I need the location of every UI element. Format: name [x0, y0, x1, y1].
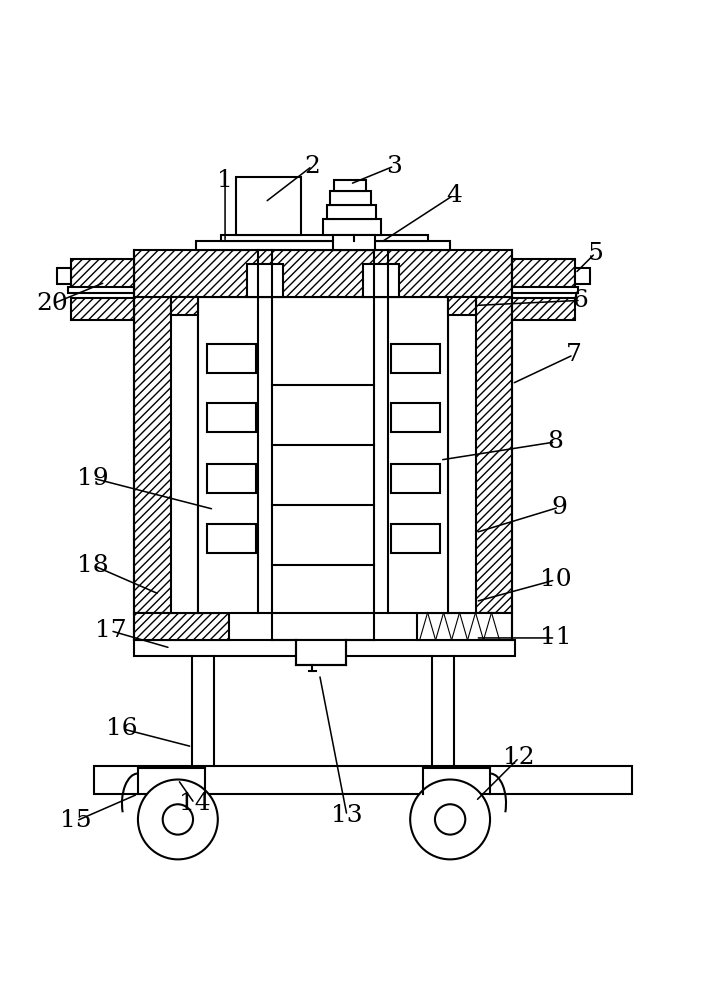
Polygon shape: [391, 524, 440, 553]
Polygon shape: [221, 235, 428, 241]
Polygon shape: [247, 264, 283, 297]
Polygon shape: [330, 191, 371, 205]
Polygon shape: [327, 205, 376, 219]
Polygon shape: [236, 177, 301, 235]
Polygon shape: [134, 640, 515, 656]
Polygon shape: [334, 180, 366, 191]
Polygon shape: [207, 524, 256, 553]
Text: 5: 5: [587, 242, 603, 265]
Polygon shape: [448, 297, 476, 613]
Polygon shape: [207, 403, 256, 432]
Polygon shape: [171, 297, 198, 613]
Text: 9: 9: [551, 496, 567, 519]
Text: 17: 17: [94, 619, 126, 642]
Polygon shape: [134, 297, 229, 613]
Text: 1: 1: [217, 169, 233, 192]
Text: 6: 6: [573, 289, 589, 312]
Text: 2: 2: [304, 155, 320, 178]
Polygon shape: [71, 259, 134, 289]
Text: 14: 14: [179, 792, 211, 815]
Polygon shape: [448, 297, 476, 315]
Polygon shape: [391, 344, 440, 373]
Polygon shape: [94, 766, 632, 794]
Polygon shape: [512, 259, 575, 289]
Polygon shape: [417, 613, 512, 640]
Text: 4: 4: [446, 184, 462, 207]
Text: 8: 8: [547, 430, 563, 453]
Text: 12: 12: [503, 746, 535, 769]
Polygon shape: [207, 344, 256, 373]
Polygon shape: [171, 297, 198, 315]
Text: 16: 16: [106, 717, 138, 740]
Circle shape: [163, 804, 193, 835]
Polygon shape: [134, 613, 229, 640]
Text: 7: 7: [566, 343, 582, 366]
Polygon shape: [512, 298, 575, 320]
Polygon shape: [417, 297, 512, 613]
Text: 10: 10: [539, 568, 571, 591]
Text: 15: 15: [60, 809, 92, 832]
Polygon shape: [296, 640, 346, 665]
Text: 18: 18: [77, 554, 109, 577]
Polygon shape: [198, 297, 448, 613]
Polygon shape: [575, 268, 590, 284]
Polygon shape: [196, 241, 450, 250]
Polygon shape: [71, 298, 134, 320]
Text: 3: 3: [386, 155, 402, 178]
Polygon shape: [333, 235, 375, 250]
Polygon shape: [391, 464, 440, 493]
Polygon shape: [68, 287, 134, 293]
Polygon shape: [134, 250, 512, 297]
Polygon shape: [363, 264, 399, 297]
Polygon shape: [323, 219, 381, 235]
Circle shape: [410, 780, 490, 859]
Polygon shape: [512, 287, 578, 293]
Text: 11: 11: [539, 626, 571, 649]
Text: 20: 20: [36, 292, 68, 315]
Circle shape: [435, 804, 465, 835]
Circle shape: [138, 780, 218, 859]
Polygon shape: [391, 403, 440, 432]
Text: 13: 13: [331, 804, 363, 827]
Polygon shape: [57, 268, 71, 284]
Polygon shape: [207, 464, 256, 493]
Text: 19: 19: [77, 467, 109, 490]
